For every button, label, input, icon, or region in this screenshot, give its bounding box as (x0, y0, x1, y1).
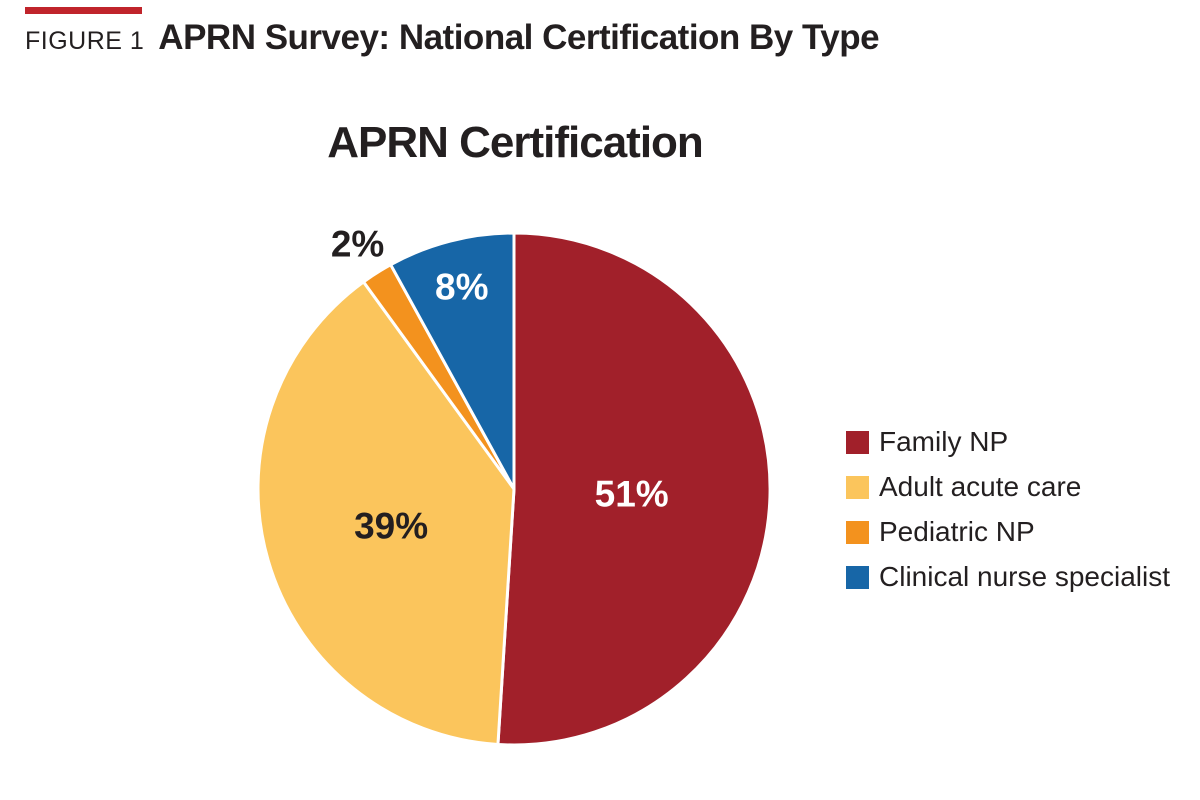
legend-swatch-family-np (846, 430, 869, 454)
figure-header: FIGURE 1 APRN Survey: National Certifica… (25, 18, 880, 58)
legend-item-family-np: Family NP (846, 426, 1170, 457)
legend-swatch-clinical-nurse-specialist (846, 565, 869, 589)
chart-title: APRN Certification (327, 118, 704, 167)
legend-item-adult-acute-care: Adult acute care (846, 471, 1170, 502)
legend-swatch-adult-acute-care (846, 475, 869, 499)
pie-slice-family-np (496, 231, 772, 747)
legend-label-family-np: Family NP (879, 426, 1009, 457)
legend-item-clinical-nurse-specialist: Clinical nurse specialist (846, 561, 1171, 592)
legend-label-pediatric-np: Pediatric NP (879, 516, 1035, 547)
pie-percent-label-pediatric-np: 2% (331, 224, 384, 265)
figure-label: FIGURE 1 (25, 27, 145, 55)
legend-label-adult-acute-care: Adult acute care (879, 471, 1082, 502)
pie-percent-label-clinical-nurse-specialist: 8% (435, 267, 488, 308)
legend-item-pediatric-np: Pediatric NP (846, 516, 1170, 547)
pie-percent-label-adult-acute-care: 39% (354, 506, 428, 547)
figure-accent-bar (25, 7, 142, 14)
figure-title: APRN Survey: National Certification By T… (158, 18, 880, 57)
legend-label-clinical-nurse-specialist: Clinical nurse specialist (879, 561, 1171, 592)
pie-legend: Family NP Adult acute care Pediatric NP Cli… (846, 426, 1171, 610)
legend-swatch-pediatric-np (846, 520, 869, 544)
pie-slice-clinical-nurse-specialist (389, 231, 516, 491)
pie-slice-adult-acute-care (256, 280, 516, 746)
pie-percent-label-family-np: 51% (595, 474, 669, 515)
